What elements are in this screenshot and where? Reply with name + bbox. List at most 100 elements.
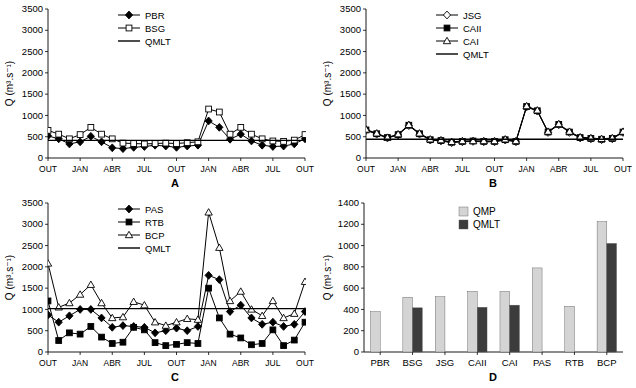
marker bbox=[394, 130, 401, 136]
x-tick-label: PAS bbox=[533, 357, 551, 368]
marker bbox=[598, 135, 605, 141]
x-tick-label: ABR bbox=[232, 164, 249, 174]
marker bbox=[566, 128, 573, 134]
y-tick-label: 0 bbox=[38, 346, 43, 357]
marker bbox=[281, 343, 287, 349]
y-tick-label: 500 bbox=[345, 131, 361, 142]
series-line bbox=[48, 121, 305, 149]
marker bbox=[48, 127, 51, 133]
x-tick bbox=[272, 352, 273, 355]
series-line bbox=[48, 109, 305, 144]
x-tick-label: JAN bbox=[72, 358, 88, 368]
legend-marker bbox=[443, 37, 450, 43]
marker bbox=[141, 141, 147, 147]
marker bbox=[249, 131, 255, 137]
legend-label: BSG bbox=[145, 23, 165, 34]
marker bbox=[216, 109, 222, 115]
x-tick-label: JAN bbox=[201, 164, 217, 174]
y-tick-label: 1000 bbox=[338, 240, 359, 251]
x-tick-label: JAN bbox=[72, 164, 88, 174]
legend-marker bbox=[443, 11, 450, 19]
y-tick-label: 2000 bbox=[22, 67, 43, 78]
marker bbox=[99, 131, 105, 137]
x-tick bbox=[380, 352, 381, 355]
marker bbox=[206, 106, 212, 112]
legend: PBR BSG QMLT bbox=[118, 10, 171, 47]
legend-marker bbox=[126, 219, 132, 225]
bar bbox=[477, 307, 487, 352]
marker bbox=[141, 301, 148, 307]
legend-label: QMLT bbox=[473, 219, 500, 230]
marker bbox=[291, 337, 297, 343]
marker bbox=[523, 102, 530, 108]
marker bbox=[405, 121, 412, 127]
x-tick-label: PBR bbox=[370, 357, 390, 368]
marker bbox=[66, 299, 73, 305]
marker bbox=[173, 324, 180, 332]
marker bbox=[109, 341, 115, 347]
marker bbox=[119, 322, 126, 330]
bar bbox=[370, 312, 380, 352]
y-tick-label: 1500 bbox=[22, 282, 43, 293]
panel-title: B bbox=[489, 177, 497, 189]
marker bbox=[216, 315, 222, 321]
series-line bbox=[366, 139, 623, 140]
x-tick-label: JUL bbox=[583, 164, 598, 174]
legend-label: QMLT bbox=[145, 243, 171, 254]
y-tick-label: 600 bbox=[343, 282, 359, 293]
marker bbox=[151, 319, 158, 325]
marker bbox=[502, 136, 509, 144]
marker bbox=[77, 331, 83, 337]
marker bbox=[270, 327, 276, 333]
x-tick bbox=[542, 352, 543, 355]
marker bbox=[98, 138, 105, 146]
marker bbox=[237, 288, 244, 294]
marker bbox=[87, 132, 94, 140]
marker bbox=[87, 306, 94, 314]
x-tick-label: ABR bbox=[550, 164, 567, 174]
y-tick-label: 1500 bbox=[22, 88, 43, 99]
legend: JSGCAIICAIQMLT bbox=[436, 10, 489, 60]
legend-label: PBR bbox=[145, 10, 165, 21]
marker bbox=[259, 320, 266, 328]
panel: 0500100015002000250030003500Q (m³.s⁻¹)OU… bbox=[322, 3, 632, 189]
y-axis-label: Q (m³.s⁻¹) bbox=[4, 255, 15, 300]
x-tick-label: ABR bbox=[422, 164, 439, 174]
legend-line bbox=[118, 40, 140, 41]
x-tick-label: JAN bbox=[519, 164, 535, 174]
legend: QMPQMLT bbox=[459, 206, 500, 230]
x-tick-label: OUT bbox=[39, 358, 57, 368]
x-tick bbox=[144, 352, 145, 355]
y-tick-label: 0 bbox=[356, 152, 361, 163]
marker bbox=[109, 314, 116, 320]
x-tick bbox=[240, 352, 241, 355]
marker bbox=[48, 260, 52, 266]
x-axis bbox=[48, 352, 305, 353]
marker bbox=[130, 298, 137, 304]
series-line bbox=[48, 308, 305, 309]
marker bbox=[77, 306, 84, 314]
legend-label: PAS bbox=[145, 204, 163, 215]
marker bbox=[523, 103, 530, 111]
x-tick-label: OUT bbox=[39, 164, 57, 174]
marker bbox=[281, 138, 287, 144]
x-tick bbox=[444, 352, 445, 355]
marker bbox=[512, 137, 519, 143]
marker bbox=[280, 323, 287, 331]
y-tick-label: 3000 bbox=[22, 218, 43, 229]
legend-label: QMLT bbox=[463, 49, 489, 60]
marker bbox=[238, 124, 244, 130]
marker bbox=[195, 341, 201, 347]
marker bbox=[151, 141, 158, 149]
marker bbox=[619, 129, 624, 137]
marker bbox=[88, 324, 94, 330]
bar bbox=[413, 308, 423, 352]
marker bbox=[76, 291, 83, 297]
marker bbox=[280, 314, 287, 320]
marker bbox=[619, 128, 624, 134]
y-axis bbox=[364, 203, 365, 352]
legend-label: QMLT bbox=[145, 36, 171, 47]
x-tick-label: ABR bbox=[232, 358, 249, 368]
marker bbox=[405, 122, 412, 130]
bar bbox=[597, 222, 607, 352]
